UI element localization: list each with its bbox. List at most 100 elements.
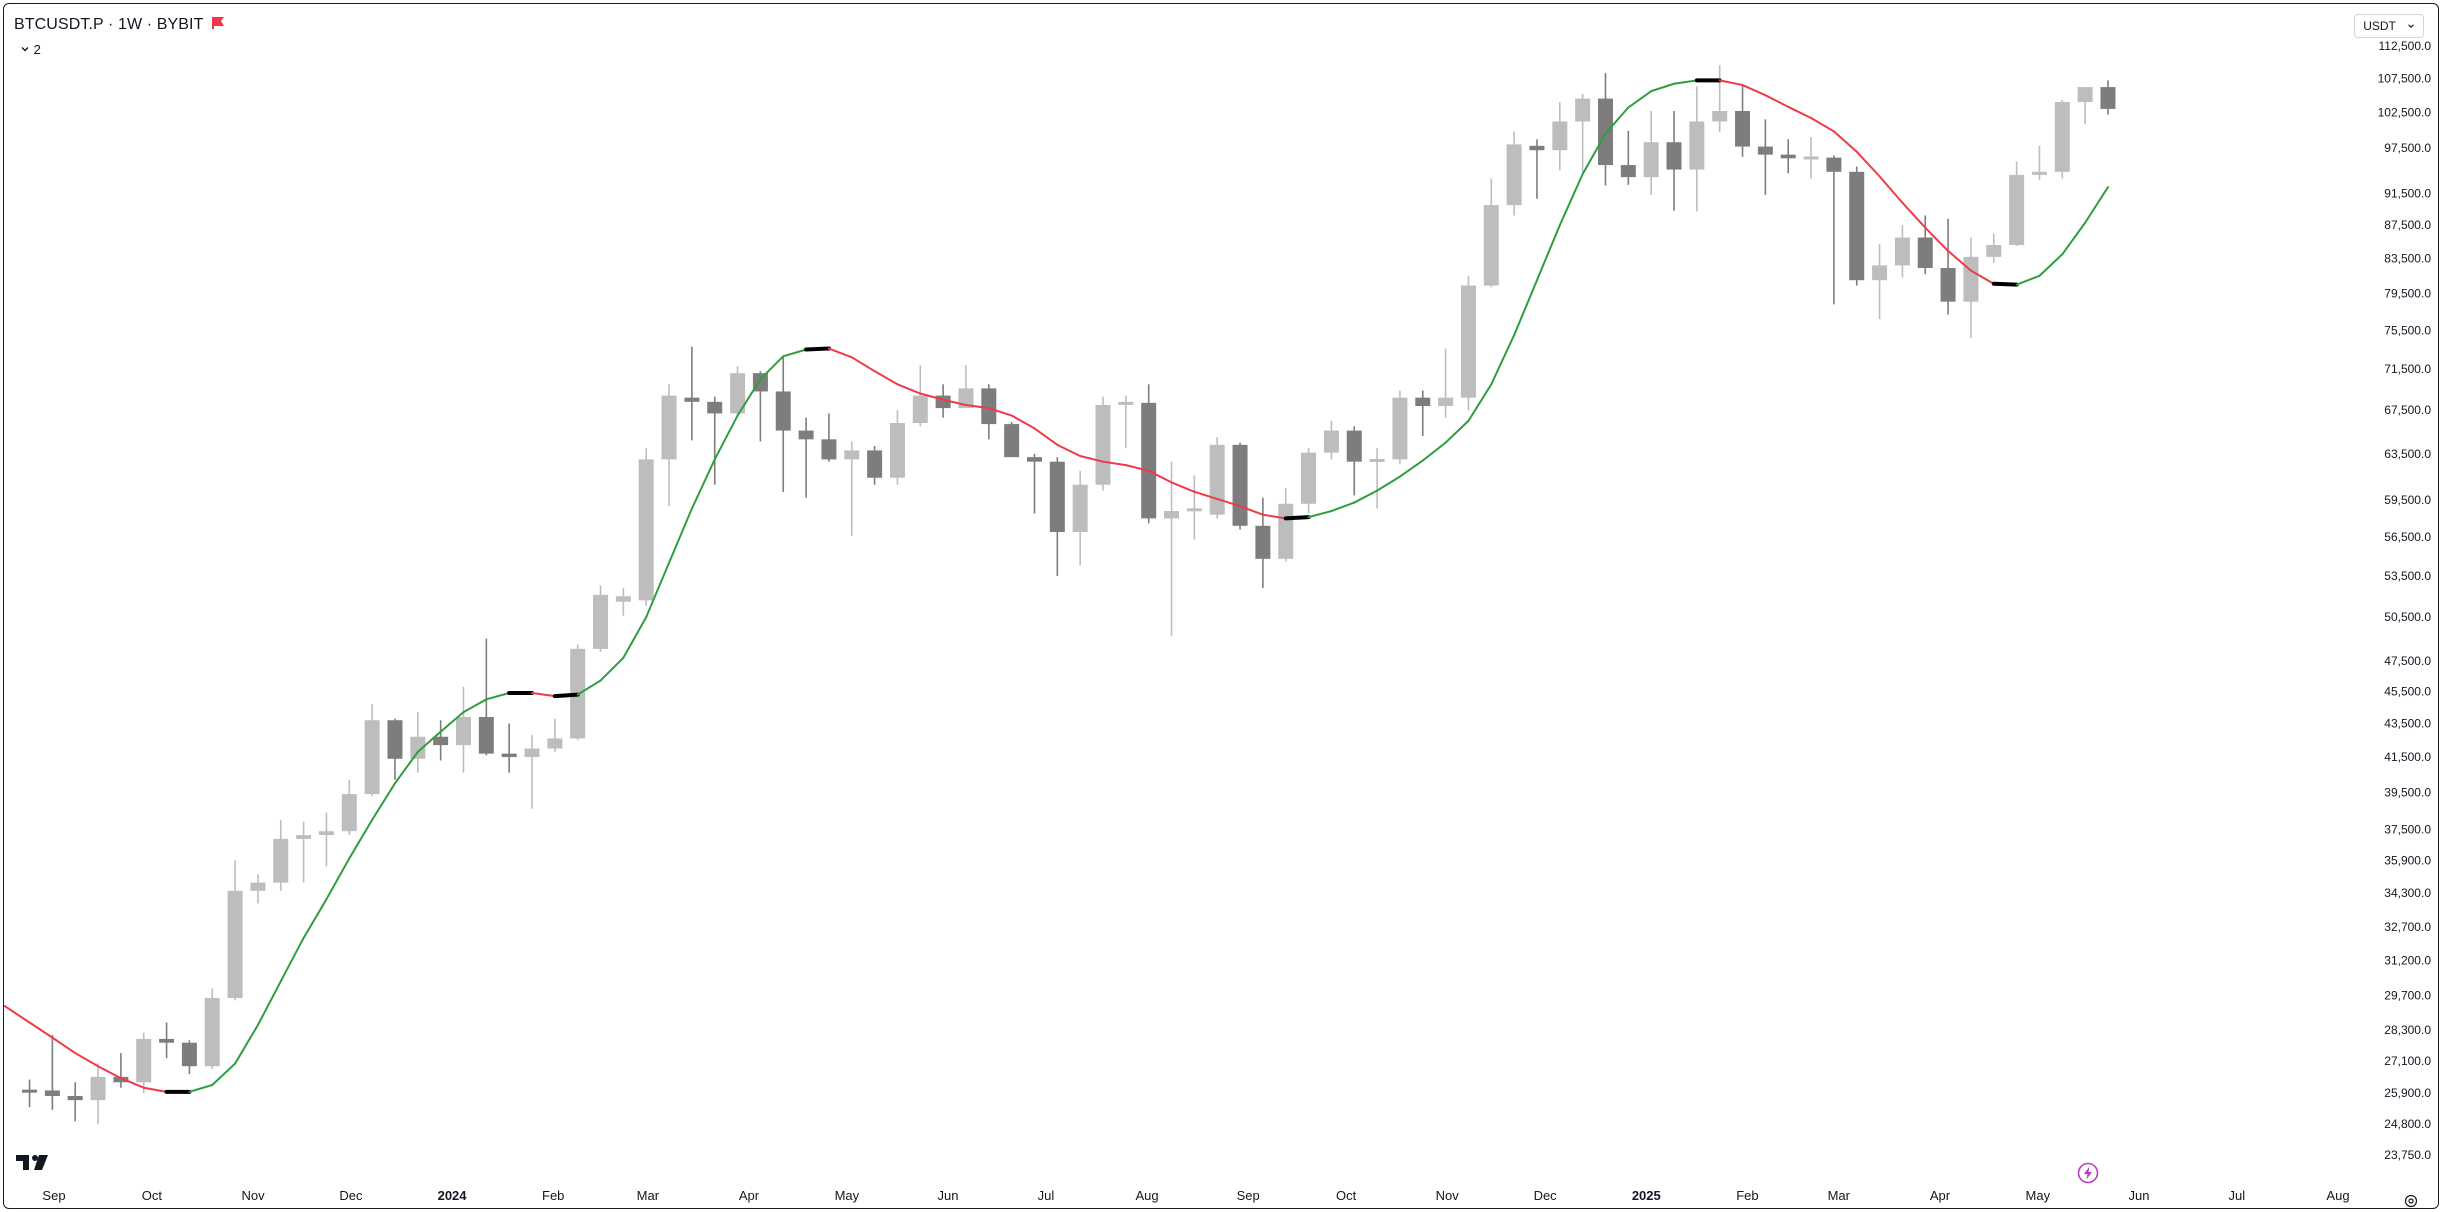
candle[interactable] <box>1301 448 1317 514</box>
candle[interactable] <box>1712 65 1728 133</box>
candle[interactable] <box>90 1063 106 1125</box>
candle[interactable] <box>1643 110 1659 195</box>
candle[interactable] <box>318 812 334 867</box>
candle[interactable] <box>1118 395 1134 449</box>
candle[interactable] <box>1186 475 1202 540</box>
candle[interactable] <box>1597 73 1613 186</box>
candle[interactable] <box>615 588 631 616</box>
candle[interactable] <box>1278 488 1294 562</box>
tradingview-logo-icon[interactable] <box>16 1152 52 1174</box>
candle[interactable] <box>867 445 883 485</box>
candle[interactable] <box>364 704 380 796</box>
lightning-icon[interactable] <box>2077 1162 2099 1184</box>
candle[interactable] <box>2009 161 2025 246</box>
candle[interactable] <box>1529 139 1545 199</box>
candle[interactable] <box>113 1053 129 1088</box>
candle[interactable] <box>2100 80 2116 115</box>
candle[interactable] <box>501 723 517 773</box>
candle[interactable] <box>1552 102 1568 171</box>
gear-icon[interactable] <box>2404 1194 2418 1208</box>
candle[interactable] <box>1506 131 1522 216</box>
candle[interactable] <box>1963 237 1979 338</box>
candle[interactable] <box>821 413 837 462</box>
candle[interactable] <box>547 718 563 752</box>
candle[interactable] <box>1826 155 1842 305</box>
candle[interactable] <box>1917 215 1933 275</box>
price-axis[interactable]: 23,750.0 24,800.0 25,900.0 27,100.0 28,300.0… <box>2378 39 2432 1162</box>
candle[interactable] <box>752 371 768 442</box>
candle[interactable] <box>844 441 860 536</box>
candle[interactable] <box>593 585 609 652</box>
candle[interactable] <box>1004 421 1020 458</box>
candle[interactable] <box>1323 420 1339 460</box>
candle[interactable] <box>730 366 746 417</box>
candle[interactable] <box>1460 275 1476 411</box>
candle[interactable] <box>2077 87 2093 125</box>
candle[interactable] <box>455 686 471 773</box>
candle[interactable] <box>1780 139 1796 174</box>
candle[interactable] <box>1894 225 1910 278</box>
candle[interactable] <box>707 396 723 485</box>
candle[interactable] <box>1232 442 1248 530</box>
candle[interactable] <box>273 819 289 891</box>
candle[interactable] <box>1735 85 1751 157</box>
candle[interactable] <box>524 735 540 809</box>
candle[interactable] <box>1392 390 1408 464</box>
candle[interactable] <box>136 1032 152 1094</box>
candle[interactable] <box>1095 396 1111 491</box>
candle[interactable] <box>1438 348 1454 418</box>
candle[interactable] <box>1689 86 1705 212</box>
candle[interactable] <box>478 638 494 756</box>
time-axis[interactable]: Sep Oct Nov Dec 2024 Feb Mar Apr May Jun Jul Aug Sep… <box>42 1188 2349 1203</box>
candle[interactable] <box>912 365 928 427</box>
candle[interactable] <box>204 988 220 1069</box>
candle[interactable] <box>889 410 905 485</box>
candle[interactable] <box>227 860 243 1001</box>
candle[interactable] <box>1049 457 1065 576</box>
candle[interactable] <box>684 346 700 441</box>
candle[interactable] <box>433 720 449 761</box>
candle[interactable] <box>296 821 312 883</box>
candle[interactable] <box>1369 448 1385 509</box>
candle[interactable] <box>44 1035 60 1110</box>
candle[interactable] <box>181 1040 197 1075</box>
candle[interactable] <box>638 448 654 606</box>
candle[interactable] <box>1575 93 1591 173</box>
candle[interactable] <box>981 384 997 440</box>
candle[interactable] <box>1346 426 1362 496</box>
candle[interactable] <box>1483 178 1499 288</box>
candle[interactable] <box>1164 461 1180 636</box>
candle[interactable] <box>1255 497 1271 589</box>
candle[interactable] <box>410 712 426 773</box>
candle[interactable] <box>2054 99 2070 179</box>
candle[interactable] <box>798 417 814 498</box>
candle[interactable] <box>1072 470 1088 566</box>
candle[interactable] <box>1757 119 1773 195</box>
candle[interactable] <box>341 779 357 836</box>
candle[interactable] <box>958 365 974 409</box>
candle[interactable] <box>1620 130 1636 185</box>
symbol-title[interactable]: BTCUSDT.P · 1W · BYBIT <box>14 16 225 34</box>
candle[interactable] <box>1849 166 1865 286</box>
flag-icon[interactable] <box>211 16 225 30</box>
candle[interactable] <box>1026 453 1042 514</box>
candle[interactable] <box>1209 437 1225 519</box>
candle[interactable] <box>2031 145 2047 181</box>
candle[interactable] <box>1986 233 2002 263</box>
candle[interactable] <box>1415 390 1431 437</box>
candle[interactable] <box>1666 110 1682 211</box>
candle[interactable] <box>159 1022 175 1059</box>
candle[interactable] <box>775 356 791 492</box>
price-chart[interactable]: 23,750.0 24,800.0 25,900.0 27,100.0 28,300.0… <box>4 4 2439 1209</box>
candle[interactable] <box>67 1082 83 1122</box>
currency-select[interactable]: USDT <box>2354 14 2424 38</box>
candle[interactable] <box>1940 218 1956 315</box>
candle[interactable] <box>1141 384 1157 524</box>
candle[interactable] <box>22 1079 38 1108</box>
candle[interactable] <box>661 384 677 507</box>
collapse-indicators-button[interactable]: 2 <box>14 40 47 60</box>
candle[interactable] <box>250 874 266 904</box>
candle[interactable] <box>387 718 403 780</box>
candle[interactable] <box>1803 137 1819 179</box>
candle[interactable] <box>1872 244 1888 320</box>
